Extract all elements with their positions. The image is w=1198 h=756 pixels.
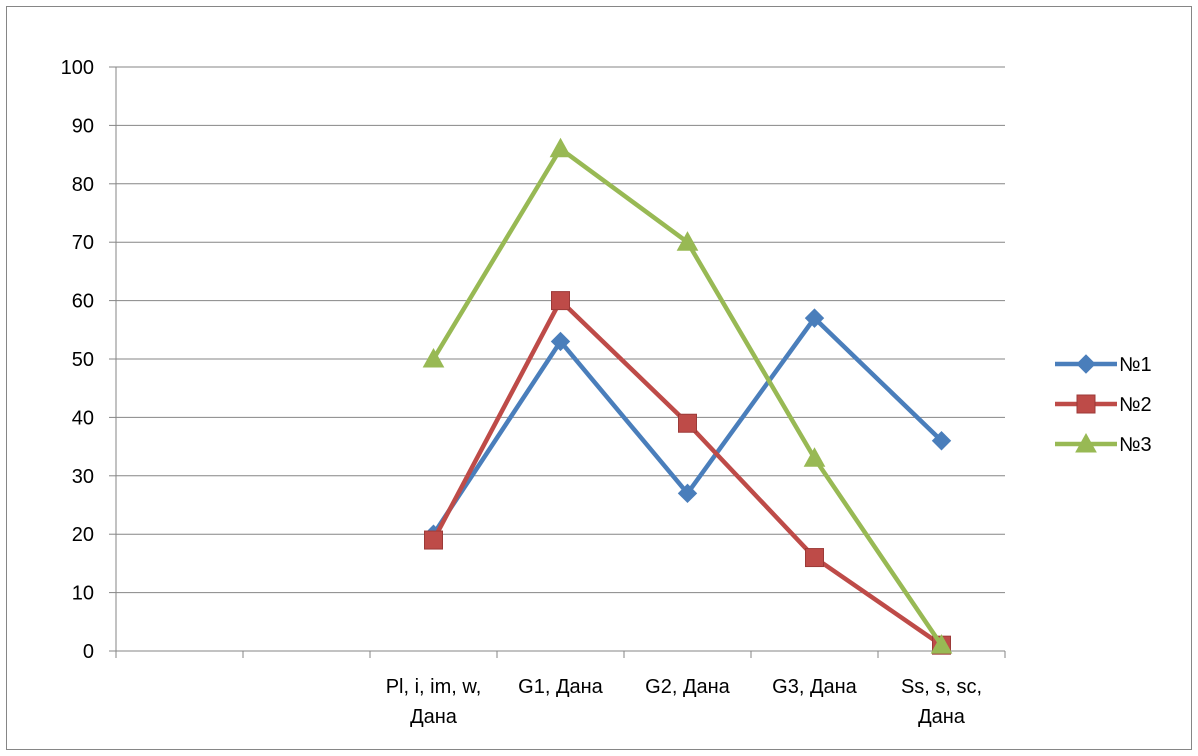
series-group	[422, 137, 953, 655]
series-3-point-2	[422, 347, 445, 368]
series-2-line	[431, 298, 943, 648]
y-tick-label-30: 30	[72, 466, 94, 488]
y-axis-tick-labels: 0 10 20 30 40 50 60 70 80 90 100	[61, 57, 94, 663]
axes	[109, 66, 1006, 658]
y-tick-label-90: 90	[72, 115, 94, 137]
series-2-point-3	[551, 291, 570, 311]
x-tick-label-2-0: Pl, i, im, w,	[386, 676, 482, 698]
series-3-point-3	[549, 137, 572, 158]
series-3	[422, 137, 953, 654]
legend-item-2: №2	[1055, 394, 1152, 416]
y-tick-label-70: 70	[72, 232, 94, 254]
legend-swatch-marker-2	[1076, 394, 1096, 414]
series-2	[424, 291, 951, 655]
legend-label-1: №1	[1119, 354, 1152, 376]
y-tick-label-50: 50	[72, 349, 94, 371]
legend-swatch-marker-3	[1075, 432, 1097, 453]
y-tick-label-100: 100	[61, 57, 94, 79]
legend-item-1: №1	[1055, 354, 1152, 376]
x-tick-label-2-1: Дана	[410, 706, 458, 728]
series-2-point-4	[678, 413, 697, 433]
series-2-point-2	[424, 530, 443, 550]
series-1-point-6	[931, 431, 952, 451]
series-1-point-4	[677, 483, 698, 504]
x-tick-label-4-0: G2, Дана	[645, 676, 731, 698]
series-1-point-3	[550, 331, 571, 352]
series-2-point-5	[805, 548, 824, 568]
series-3-point-6	[930, 634, 953, 654]
legend-label-2: №2	[1119, 394, 1152, 416]
chart-frame	[6, 6, 1192, 750]
y-tick-label-0: 0	[83, 641, 94, 663]
y-tick-label-10: 10	[72, 583, 94, 605]
legend: №1 №2 №3	[1055, 354, 1152, 456]
legend-swatch-marker-1	[1076, 354, 1096, 374]
gridlines	[116, 66, 1005, 594]
y-tick-label-80: 80	[72, 174, 94, 196]
x-tick-label-6-1: Дана	[918, 706, 966, 728]
legend-label-3: №3	[1119, 434, 1152, 456]
x-tick-label-6-0: Ss, s, sc,	[901, 676, 982, 698]
x-tick-label-3-0: G1, Дана	[518, 676, 604, 698]
x-axis-tick-labels: Pl, i, im, w, Дана G1, Дана G2, Дана G3, Дан…	[386, 676, 982, 728]
y-tick-label-20: 20	[72, 524, 94, 546]
legend-item-3: №3	[1055, 432, 1152, 456]
series-3-point-5	[803, 447, 826, 467]
y-tick-label-60: 60	[72, 291, 94, 313]
series-1-point-5	[804, 308, 825, 328]
x-tick-label-5-0: G3, Дана	[772, 676, 858, 698]
y-tick-label-40: 40	[72, 407, 94, 429]
series-3-point-4	[676, 231, 699, 251]
